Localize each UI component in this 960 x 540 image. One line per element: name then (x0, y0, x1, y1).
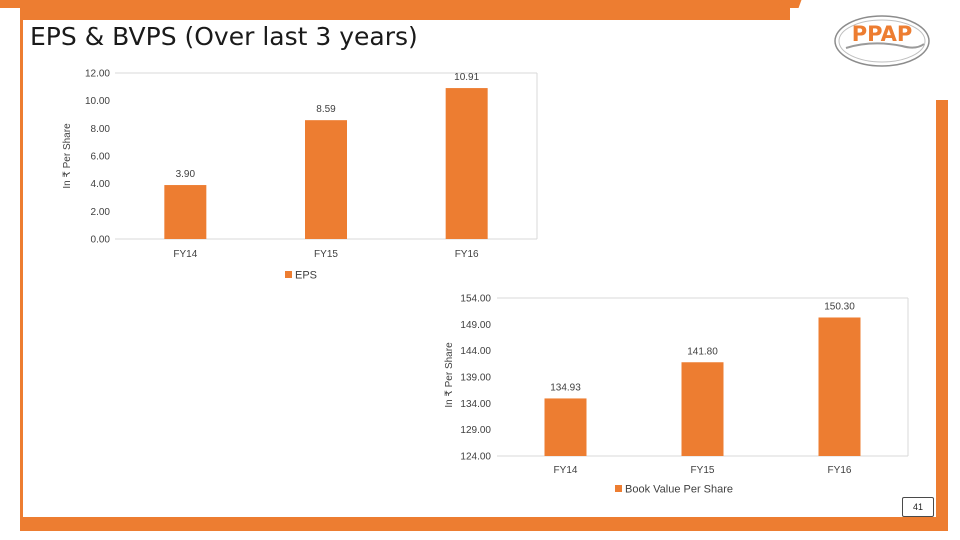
bvps-data-label-fy15: 141.80 (687, 346, 718, 357)
bvps-y-tick-label: 139.00 (460, 373, 491, 384)
bvps-bar-fy14 (544, 398, 587, 456)
bvps-y-tick-label: 149.00 (460, 320, 491, 331)
eps-y-tick-label: 10.00 (85, 96, 110, 107)
eps-y-tick-label: 4.00 (91, 179, 111, 190)
frame-right-bar (936, 100, 948, 530)
bvps-legend-swatch (615, 485, 622, 492)
ppap-logo: PPAP (834, 15, 930, 67)
bvps-y-tick-label: 144.00 (460, 346, 491, 357)
bvps-y-tick-label: 129.00 (460, 425, 491, 436)
eps-legend-label: EPS (295, 270, 317, 282)
bvps-y-tick-label: 124.00 (460, 452, 491, 463)
bvps-y-tick-label: 134.00 (460, 399, 491, 410)
eps-bar-fy15 (305, 120, 347, 239)
bvps-y-tick-label: 154.00 (460, 294, 491, 305)
bvps-legend-label: Book Value Per Share (625, 484, 733, 496)
eps-legend-swatch (285, 271, 292, 278)
frame-top-inner (20, 8, 790, 20)
frame-left-bar (20, 8, 23, 520)
page-number: 41 (902, 497, 934, 517)
logo-ellipse-inner (838, 19, 926, 63)
eps-bar-fy14 (164, 185, 207, 239)
title-background (23, 20, 443, 56)
bvps-category-label-fy16: FY16 (828, 465, 852, 476)
eps-y-tick-label: 12.00 (85, 69, 110, 80)
eps-y-tick-label: 8.00 (91, 124, 111, 135)
page-title: EPS & BVPS (Over last 3 years) (30, 22, 418, 51)
eps-data-label-fy16: 10.91 (454, 72, 479, 83)
eps-data-label-fy15: 8.59 (316, 104, 336, 115)
logo-ellipse-outer (834, 15, 930, 67)
bvps-category-label-fy14: FY14 (554, 465, 578, 476)
bvps-bar-fy15 (681, 362, 724, 456)
bvps-data-label-fy16: 150.30 (824, 301, 855, 312)
eps-y-tick-label: 0.00 (91, 235, 111, 246)
eps-y-tick-label: 6.00 (91, 152, 111, 163)
eps-category-label-fy16: FY16 (455, 249, 479, 260)
frame-bottom-bar (20, 517, 948, 531)
bvps-data-label-fy14: 134.93 (550, 382, 581, 393)
frame-top-bar (0, 0, 790, 8)
bvps-y-axis-title: In ₹ Per Share (444, 342, 455, 408)
logo-text: PPAP (852, 22, 913, 46)
bvps-bar-fy16 (818, 317, 861, 456)
eps-category-label-fy15: FY15 (314, 249, 338, 260)
eps-data-label-fy14: 3.90 (176, 169, 196, 180)
logo-swoosh (845, 42, 925, 49)
eps-bar-fy16 (445, 88, 488, 239)
eps-y-tick-label: 2.00 (91, 207, 111, 218)
bvps-category-label-fy15: FY15 (691, 465, 715, 476)
eps-category-label-fy14: FY14 (173, 249, 197, 260)
eps-y-axis-title: In ₹ Per Share (62, 123, 73, 189)
